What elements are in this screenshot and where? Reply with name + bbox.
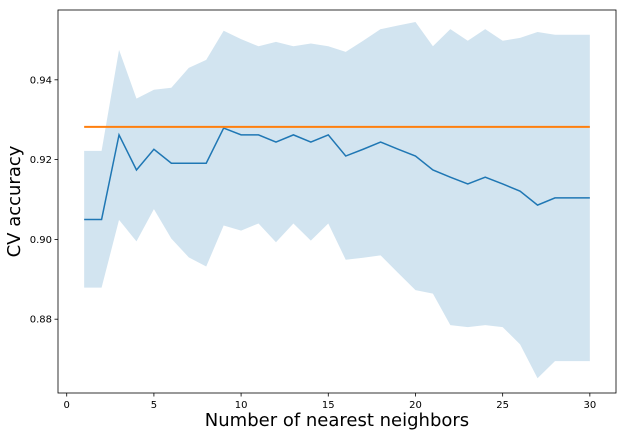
x-axis-label: Number of nearest neighbors: [205, 410, 469, 431]
y-tick-label: 0.92: [30, 155, 52, 166]
x-axis-ticks: 0 5 10 15 20 25 30: [64, 393, 596, 411]
x-tick-label: 10: [235, 400, 248, 411]
series-line-1: [84, 127, 590, 221]
x-tick-label: 30: [583, 400, 596, 411]
cv-accuracy-band: [84, 21, 590, 379]
confidence-band-layer: [84, 21, 590, 379]
y-tick-label: 0.90: [30, 235, 52, 246]
plot-frame: [57, 9, 617, 394]
x-tick-label: 25: [496, 400, 509, 411]
y-axis-label: CV accuracy: [4, 145, 25, 257]
x-tick-label: 5: [151, 400, 157, 411]
x-tick-label: 15: [322, 400, 335, 411]
y-tick-label: 0.94: [30, 75, 52, 86]
plot-background: [58, 10, 616, 393]
x-tick-label: 0: [64, 400, 70, 411]
y-axis-ticks: 0.88 0.90 0.92 0.94: [30, 75, 58, 326]
y-tick-label: 0.88: [30, 315, 52, 326]
series-lines-layer: [84, 125, 590, 221]
x-tick-label: 20: [409, 400, 422, 411]
